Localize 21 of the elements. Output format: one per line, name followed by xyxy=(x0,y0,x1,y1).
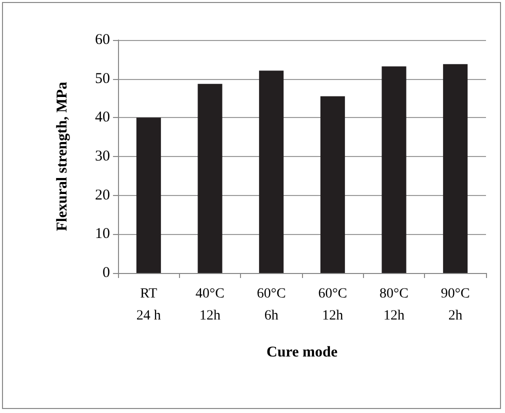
y-tick-label: 50 xyxy=(95,70,110,87)
y-axis-title: Flexural strength, MPa xyxy=(54,81,70,232)
bar xyxy=(198,84,222,273)
bar xyxy=(259,70,284,273)
x-tick-label: 90°C 2h xyxy=(440,286,470,324)
y-tick-label: 60 xyxy=(95,32,110,48)
x-tick-label: RT 24 h xyxy=(136,286,161,324)
y-tick-label: 40 xyxy=(95,110,110,126)
x-tick-label: 60°C 12h xyxy=(318,286,348,324)
bar xyxy=(136,118,161,273)
x-tick-label: 40°C 12h xyxy=(196,286,224,324)
bar xyxy=(382,66,406,273)
y-tick-label: 30 xyxy=(95,148,110,164)
y-tick-label: 0 xyxy=(102,265,110,281)
x-tick-label: 80°C 12h xyxy=(380,286,408,324)
y-tick-label: 10 xyxy=(95,226,110,242)
bar xyxy=(443,64,468,273)
x-axis-title: Cure mode xyxy=(266,344,338,360)
y-tick-label: 20 xyxy=(95,187,110,204)
x-tick-label: 60°C 6h xyxy=(256,286,286,324)
bar xyxy=(320,96,345,273)
